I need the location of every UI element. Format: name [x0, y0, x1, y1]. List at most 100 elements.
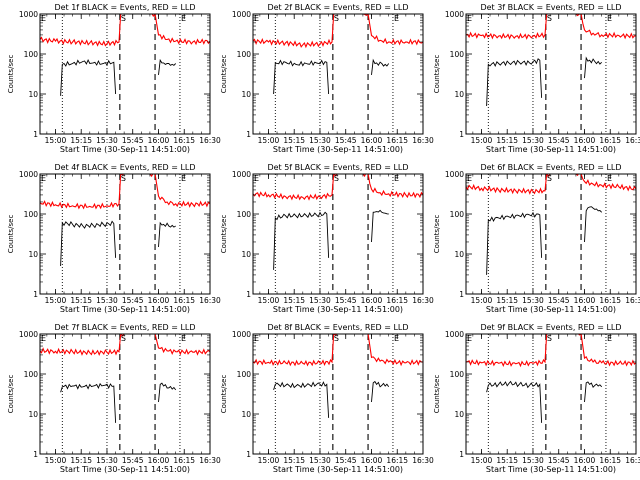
x-tick-label: 16:30 — [199, 456, 221, 465]
event-marker-label: S — [121, 14, 126, 23]
y-tick-label: 1000 — [445, 170, 464, 179]
y-tick-label: 100 — [237, 370, 252, 379]
x-tick-label: 15:15 — [283, 456, 305, 465]
x-tick-label: 16:30 — [625, 456, 640, 465]
events-series-line — [371, 58, 390, 75]
lld-series-line — [575, 334, 636, 367]
lld-series-line — [466, 174, 551, 195]
event-marker-label: S — [547, 334, 552, 343]
event-marker-label: S — [121, 174, 126, 183]
x-tick-label: 16:15 — [599, 136, 621, 145]
x-axis-title: Start Time (30-Sep-11 14:51:00) — [60, 305, 190, 314]
y-tick-label: 100 — [24, 370, 39, 379]
y-axis-title: Counts/sec — [433, 375, 441, 414]
x-tick-label: 15:00 — [258, 136, 280, 145]
x-tick-label: 15:45 — [122, 456, 144, 465]
detector-panel: Det 3f BLACK = Events, RED = LLD 1 10 100 10… — [433, 3, 640, 154]
x-tick-label: 16:30 — [412, 296, 434, 305]
x-tick-label: 16:30 — [625, 136, 640, 145]
detector-panel: Det 4f BLACK = Events, RED = LLD 1 10 100 10… — [7, 163, 221, 314]
event-marker-label: E — [467, 174, 472, 183]
plot-frame — [39, 173, 211, 295]
detector-panel: Det 8f BLACK = Events, RED = LLD 1 10 100 10… — [220, 323, 434, 474]
event-marker-label: E — [181, 14, 186, 23]
y-tick-label: 10 — [28, 90, 38, 99]
y-tick-label: 100 — [237, 210, 252, 219]
y-tick-label: 10 — [454, 90, 464, 99]
x-tick-label: 15:15 — [283, 296, 305, 305]
x-tick-label: 15:15 — [496, 456, 518, 465]
event-marker-label: S — [334, 334, 339, 343]
x-tick-label: 16:00 — [574, 456, 596, 465]
y-tick-label: 1000 — [232, 330, 251, 339]
x-tick-label: 15:00 — [471, 456, 493, 465]
x-tick-label: 15:15 — [496, 136, 518, 145]
events-series-line — [486, 211, 543, 275]
x-axis-title: Start Time (30-Sep-11 14:51:00) — [60, 465, 190, 474]
x-axis-title: Start Time (30-Sep-11 14:51:00) — [60, 145, 190, 154]
x-tick-label: 16:30 — [412, 136, 434, 145]
x-tick-label: 15:30 — [522, 136, 544, 145]
x-tick-label: 16:15 — [599, 296, 621, 305]
x-tick-label: 15:45 — [548, 136, 570, 145]
panel-title: Det 1f BLACK = Events, RED = LLD — [54, 3, 195, 12]
x-tick-label: 15:30 — [309, 296, 331, 305]
events-series-line — [584, 56, 603, 79]
x-tick-label: 15:45 — [335, 136, 357, 145]
x-tick-label: 16:00 — [148, 456, 170, 465]
plot-frame — [465, 173, 637, 295]
lld-series-line — [466, 14, 551, 40]
event-marker-label: S — [121, 334, 126, 343]
x-tick-label: 16:30 — [199, 136, 221, 145]
x-tick-label: 16:00 — [361, 136, 383, 145]
lld-series-line — [149, 14, 210, 46]
detector-panel: Det 9f BLACK = Events, RED = LLD 1 10 100 10… — [433, 323, 640, 474]
x-tick-label: 15:15 — [70, 136, 92, 145]
event-marker-label: S — [547, 14, 552, 23]
lld-series-line — [40, 334, 125, 357]
y-tick-label: 100 — [450, 210, 465, 219]
panel-title: Det 3f BLACK = Events, RED = LLD — [480, 3, 621, 12]
y-tick-label: 100 — [24, 50, 39, 59]
x-tick-label: 16:00 — [361, 456, 383, 465]
x-axis-title: Start Time (30-Sep-11 14:51:00) — [273, 145, 403, 154]
lld-series-line — [575, 174, 636, 192]
plot-frame — [252, 13, 424, 135]
y-tick-label: 1000 — [19, 170, 38, 179]
y-axis-title: Counts/sec — [220, 55, 228, 94]
y-tick-label: 10 — [28, 410, 38, 419]
panel-title: Det 8f BLACK = Events, RED = LLD — [267, 323, 408, 332]
events-series-line — [371, 380, 390, 403]
y-axis-title: Counts/sec — [220, 375, 228, 414]
events-series-line — [486, 380, 543, 423]
x-tick-label: 15:15 — [283, 136, 305, 145]
x-tick-label: 16:30 — [199, 296, 221, 305]
x-tick-label: 15:30 — [522, 296, 544, 305]
y-tick-label: 1 — [33, 450, 38, 459]
x-tick-label: 15:00 — [45, 136, 67, 145]
y-tick-label: 10 — [241, 90, 251, 99]
y-tick-label: 100 — [450, 50, 465, 59]
lld-series-line — [253, 14, 338, 49]
x-tick-label: 15:45 — [122, 136, 144, 145]
event-marker-label: E — [181, 174, 186, 183]
events-series-line — [158, 221, 176, 248]
x-tick-label: 15:00 — [258, 296, 280, 305]
event-marker-label: S — [334, 14, 339, 23]
lld-series-line — [40, 174, 125, 210]
y-tick-label: 1 — [246, 450, 251, 459]
x-tick-label: 15:30 — [96, 456, 118, 465]
x-tick-label: 16:30 — [412, 456, 434, 465]
plot-frame — [465, 333, 637, 455]
y-tick-label: 1000 — [19, 330, 38, 339]
x-tick-label: 16:00 — [148, 296, 170, 305]
x-tick-label: 16:00 — [148, 136, 170, 145]
detector-panel: Det 5f BLACK = Events, RED = LLD 1 10 100 10… — [220, 163, 434, 314]
events-series-line — [584, 206, 603, 243]
events-series-line — [60, 59, 117, 96]
x-tick-label: 15:45 — [548, 456, 570, 465]
y-tick-label: 1000 — [445, 10, 464, 19]
x-tick-label: 16:15 — [386, 136, 408, 145]
x-tick-label: 16:00 — [574, 136, 596, 145]
x-tick-label: 15:30 — [309, 136, 331, 145]
